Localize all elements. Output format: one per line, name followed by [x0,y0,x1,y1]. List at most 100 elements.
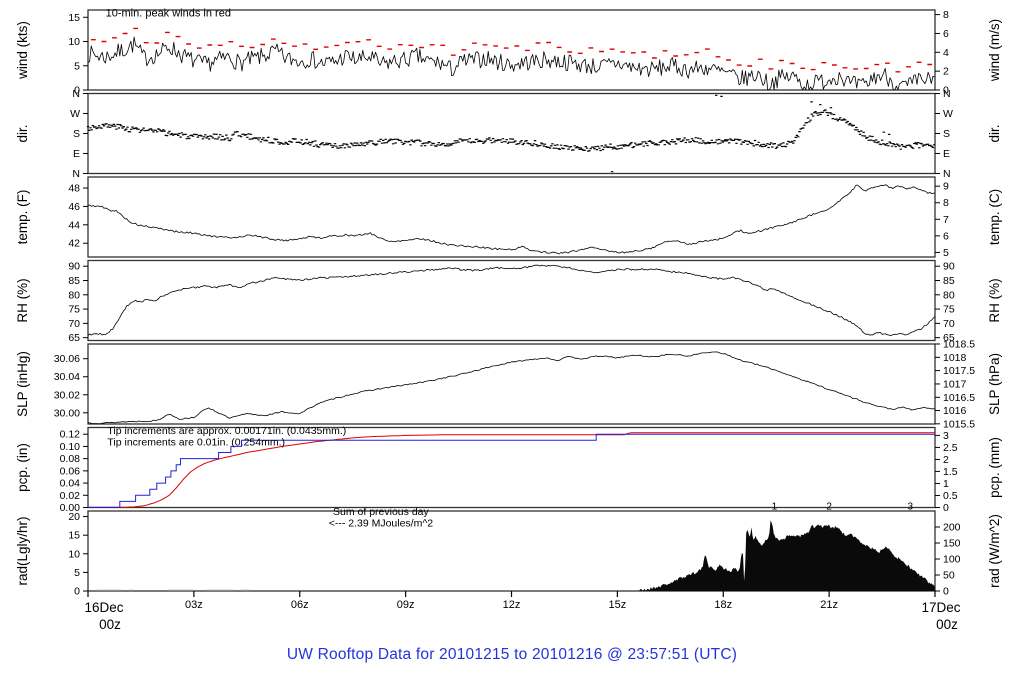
left-tick-label: 0.02 [60,490,81,502]
right-tick-label: 3 [943,430,949,442]
right-tick-label: W [943,108,953,120]
axis-label-right-dir: dir. [987,124,1002,142]
axis-label-right-temp: temp. (C) [987,189,1002,245]
axis-label-right-pcp: pcp. (mm) [987,437,1002,498]
right-tick-label: N [943,168,951,180]
annotation-rad: Sum of previous day [333,506,429,518]
x-end-hour: 00z [936,617,958,632]
right-tick-label: 1017 [943,378,967,390]
x-tick-label: 03z [185,599,203,611]
left-tick-label: 44 [68,219,80,231]
left-tick-label: E [73,148,80,160]
left-tick-label: 30.02 [54,389,80,401]
left-tick-label: 30.00 [54,407,80,419]
right-tick-label: 8 [943,9,949,21]
left-tick-label: N [72,168,80,180]
panel-slp: 30.0030.0230.0430.061015.510161016.51017… [15,339,1002,431]
right-tick-label: 70 [943,318,955,330]
right-tick-label: 85 [943,275,955,287]
left-tick-label: 0.06 [60,465,81,477]
left-tick-label: 65 [68,332,80,344]
left-tick-label: 15 [68,530,80,542]
right-tick-label: 1018.5 [943,339,975,351]
right-tick-label: 100 [943,554,961,566]
annotation-pcp: Tip increments are approx. 0.00171in. (0… [107,425,346,437]
chart-canvas: 05101502468wind (kts)wind (m/s)10-min. p… [0,0,1024,700]
series-sea-level-pressure [88,352,935,424]
annotation-rad: 1 [772,502,778,513]
left-tick-label: 15 [68,12,80,24]
left-tick-label: 30.06 [54,353,80,365]
right-tick-label: 1018 [943,352,967,364]
right-tick-label: 1.5 [943,466,958,478]
axis-label-left-pcp: pcp. (in) [15,443,30,492]
x-tick-label: 21z [820,599,838,611]
right-tick-label: 1017.5 [943,365,975,377]
series-relative-humidity [88,265,935,335]
left-tick-label: 90 [68,261,80,273]
axis-label-left-rad: rad(Lgly/hr) [15,516,30,585]
right-tick-label: 1016.5 [943,392,975,404]
x-tick-label: 09z [397,599,415,611]
right-tick-label: 1016 [943,405,967,417]
x-tick-label: 06z [291,599,309,611]
left-tick-label: 80 [68,289,80,301]
x-end-date: 17Dec [921,600,960,615]
left-tick-label: W [70,108,80,120]
left-tick-label: 5 [74,60,80,72]
left-tick-label: 75 [68,304,80,316]
right-tick-label: 4 [943,47,949,59]
panel-temp: 4244464856789temp. (F)temp. (C) [15,177,1002,259]
right-tick-label: 200 [943,522,961,534]
left-tick-label: 70 [68,318,80,330]
right-tick-label: 5 [943,247,949,259]
axis-label-right-slp: SLP (hPa) [987,353,1002,415]
x-start-date: 16Dec [84,600,123,615]
left-tick-label: 0.12 [60,429,81,441]
uw-rooftop-figure: 05101502468wind (kts)wind (m/s)10-min. p… [0,0,1024,700]
annotation-rad: 2 [826,502,832,513]
left-tick-label: 0 [74,586,80,598]
left-tick-label: 46 [68,201,80,213]
left-tick-label: 0.10 [60,441,81,453]
right-tick-label: N [943,88,951,100]
right-tick-label: 2.5 [943,442,958,454]
left-tick-label: 5 [74,567,80,579]
axis-label-right-rad: rad (W/m^2) [987,514,1002,588]
left-tick-label: 0.08 [60,453,81,465]
series-wind-speed [88,37,935,90]
right-tick-label: 9 [943,181,949,193]
right-tick-label: 1 [943,478,949,490]
right-tick-label: 0.5 [943,490,958,502]
right-tick-label: 8 [943,197,949,209]
panel-rad: 05101520050100150200rad(Lgly/hr)rad (W/m… [15,502,1002,598]
axis-label-left-dir: dir. [15,124,30,142]
chart-title: UW Rooftop Data for 20101215 to 20101216… [0,646,1024,664]
panel-dir: NWSENNWSENdir.dir. [15,88,1002,180]
left-tick-label: 42 [68,238,80,250]
panel-wind: 05101502468wind (kts)wind (m/s)10-min. p… [15,7,1002,96]
right-tick-label: 90 [943,261,955,273]
right-tick-label: 6 [943,230,949,242]
left-tick-label: S [73,128,80,140]
right-tick-label: 2 [943,454,949,466]
left-tick-label: 30.04 [54,371,80,383]
x-tick-label: 18z [714,599,732,611]
left-tick-label: 85 [68,275,80,287]
left-tick-label: 10 [68,36,80,48]
axis-label-left-wind: wind (kts) [15,21,30,80]
left-tick-label: 0.04 [60,478,81,490]
right-tick-label: 0 [943,586,949,598]
axis-label-right-wind: wind (m/s) [987,19,1002,82]
right-tick-label: 6 [943,28,949,40]
right-tick-label: E [943,148,950,160]
series-temperature [88,185,935,254]
right-tick-label: 2 [943,66,949,78]
right-tick-label: S [943,128,950,140]
series-wind-direction [87,95,936,171]
right-tick-label: 150 [943,538,961,550]
x-tick-label: 12z [503,599,521,611]
right-tick-label: 0 [943,502,949,514]
annotation-rad: <--- 2.39 MJoules/m^2 [329,517,434,529]
x-tick-label: 15z [609,599,627,611]
